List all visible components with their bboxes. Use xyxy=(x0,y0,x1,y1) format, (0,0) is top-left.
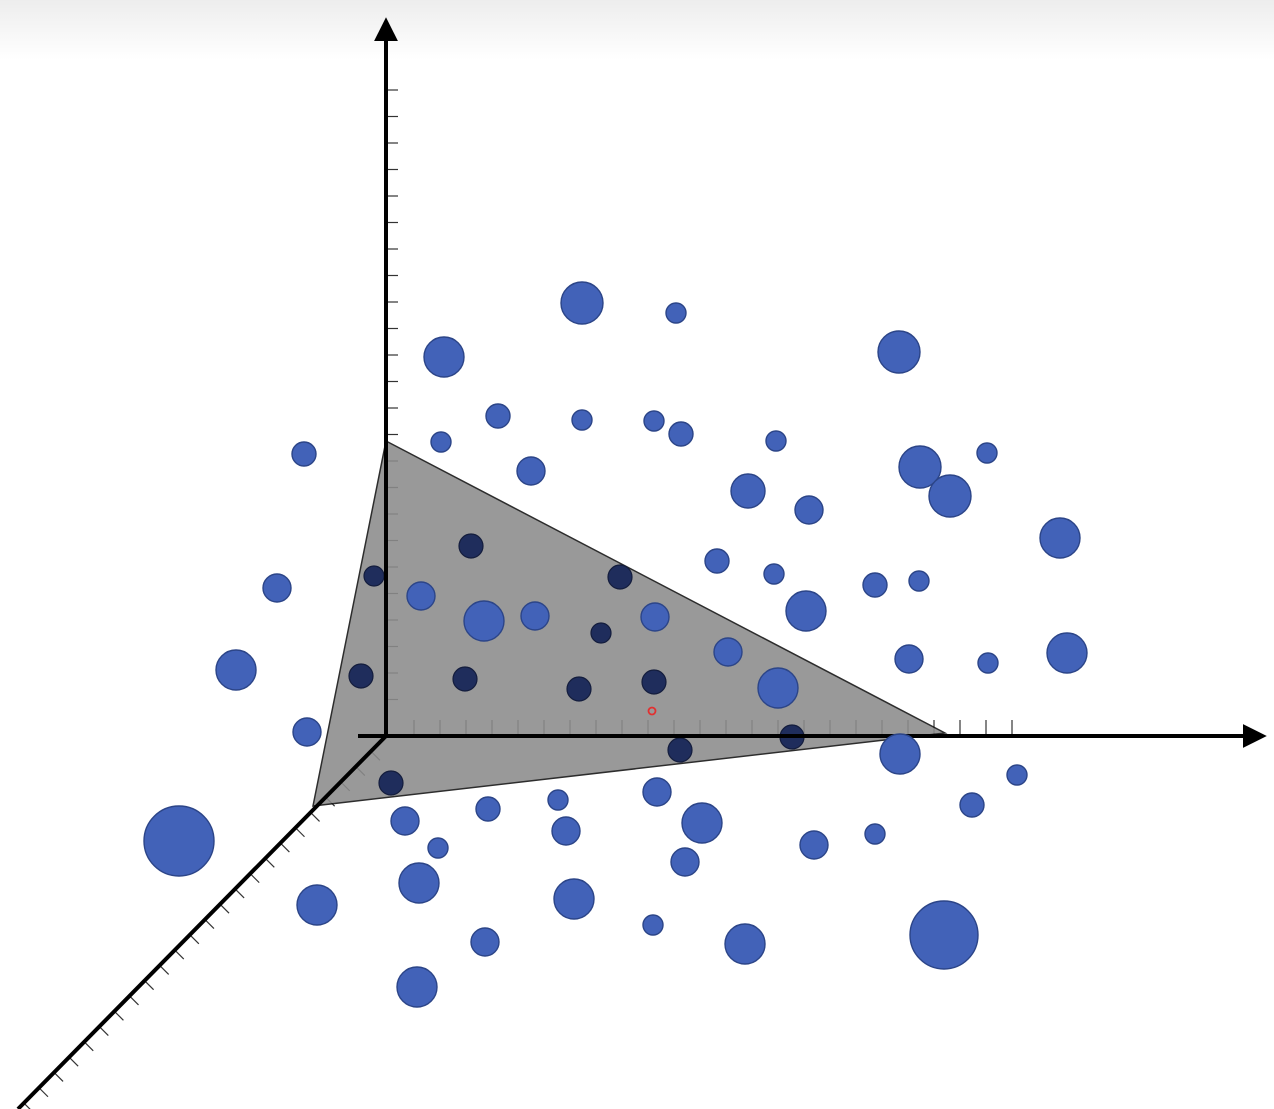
data-point xyxy=(670,847,700,877)
data-point xyxy=(1039,517,1081,559)
data-point xyxy=(894,644,924,674)
data-point xyxy=(143,805,215,877)
triangular-plane xyxy=(312,439,948,807)
data-point-behind-plane xyxy=(641,669,667,695)
data-point xyxy=(390,806,420,836)
data-point xyxy=(730,473,766,509)
y-axis-tick xyxy=(129,995,139,1006)
y-axis-tick xyxy=(23,1102,31,1109)
y-axis-tick xyxy=(144,980,155,991)
data-point xyxy=(485,403,511,429)
data-point xyxy=(765,430,787,452)
cursor-marker xyxy=(647,706,657,716)
data-point xyxy=(908,570,930,592)
data-point xyxy=(977,652,999,674)
data-point-behind-plane xyxy=(348,663,374,689)
data-point xyxy=(898,445,942,489)
y-axis-tick xyxy=(189,934,200,945)
data-point-behind-plane xyxy=(667,737,693,763)
axes xyxy=(16,17,1267,1109)
data-point-behind-plane xyxy=(452,666,478,692)
y-axis xyxy=(16,734,388,1109)
data-point xyxy=(463,600,505,642)
y-axis-tick xyxy=(38,1087,49,1098)
data-point xyxy=(665,302,687,324)
data-point xyxy=(215,649,257,691)
y-axis-tick xyxy=(234,888,245,899)
data-point xyxy=(291,441,317,467)
y-axis-tick xyxy=(264,857,275,868)
data-point xyxy=(427,837,449,859)
data-point xyxy=(681,802,723,844)
points-seen-through-plane xyxy=(348,533,805,796)
data-point xyxy=(794,495,824,525)
data-point xyxy=(553,878,595,920)
data-point-behind-plane xyxy=(458,533,484,559)
data-point xyxy=(877,330,921,374)
data-point xyxy=(928,474,972,518)
data-point-behind-plane xyxy=(378,770,404,796)
data-point xyxy=(642,914,664,936)
data-point xyxy=(423,336,465,378)
data-point xyxy=(785,590,827,632)
y-axis-tick xyxy=(204,919,215,929)
y-axis-tick xyxy=(113,1010,124,1021)
data-point xyxy=(642,777,672,807)
data-point xyxy=(799,830,829,860)
data-point xyxy=(640,602,670,632)
data-point xyxy=(757,667,799,709)
y-axis-tick xyxy=(174,949,185,960)
data-point xyxy=(551,816,581,846)
data-point-behind-plane xyxy=(363,565,385,587)
y-axis-tick xyxy=(295,827,305,838)
y-axis-tick xyxy=(53,1072,64,1082)
top-shade xyxy=(0,0,1274,60)
y-axis-tick xyxy=(68,1056,79,1067)
data-point xyxy=(296,884,338,926)
data-point xyxy=(516,456,546,486)
data-point xyxy=(430,431,452,453)
data-point xyxy=(763,563,785,585)
data-point-behind-plane xyxy=(607,564,633,590)
data-point xyxy=(470,927,500,957)
data-point xyxy=(396,966,438,1008)
data-point xyxy=(864,823,886,845)
data-point-behind-plane xyxy=(566,676,592,702)
data-point xyxy=(724,923,766,965)
data-point xyxy=(909,900,979,970)
data-point xyxy=(862,572,888,598)
y-axis-tick xyxy=(83,1041,94,1052)
data-point xyxy=(704,548,730,574)
y-axis-tick xyxy=(310,812,320,822)
y-axis-tick xyxy=(98,1026,109,1036)
data-point xyxy=(398,862,440,904)
data-point xyxy=(571,409,593,431)
y-axis-tick xyxy=(219,903,230,914)
data-point xyxy=(475,796,501,822)
data-point xyxy=(713,637,743,667)
data-point xyxy=(976,442,998,464)
data-point xyxy=(292,717,322,747)
y-axis-tick xyxy=(159,964,170,975)
y-axis-tick xyxy=(249,873,260,884)
data-point xyxy=(959,792,985,818)
data-point-behind-plane xyxy=(590,622,612,644)
data-point xyxy=(1046,632,1088,674)
data-point xyxy=(262,573,292,603)
data-point xyxy=(643,410,665,432)
data-point xyxy=(520,601,550,631)
data-point xyxy=(560,281,604,325)
data-point xyxy=(879,733,921,775)
data-point xyxy=(547,789,569,811)
y-axis-tick xyxy=(279,842,290,853)
data-point xyxy=(406,581,436,611)
data-point xyxy=(1006,764,1028,786)
data-point xyxy=(668,421,694,447)
points-in-front xyxy=(143,281,1088,1008)
